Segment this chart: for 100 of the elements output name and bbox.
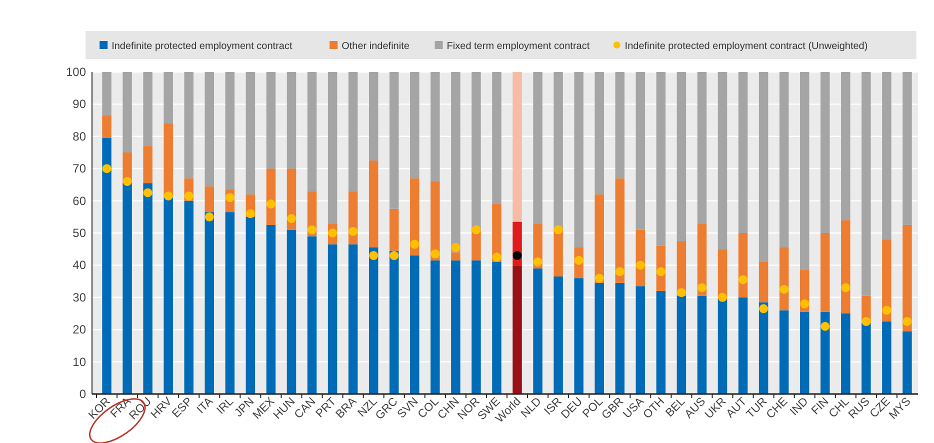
legend-label: Fixed term employment contract (446, 41, 590, 52)
bar (430, 260, 440, 394)
y-tick-label: 80 (72, 129, 86, 144)
bar (286, 72, 296, 169)
y-tick-label: 20 (72, 322, 86, 337)
bar (204, 72, 214, 186)
bar (656, 72, 666, 246)
x-tick-label: IND (788, 396, 811, 418)
bar (430, 181, 440, 260)
bar (266, 72, 276, 169)
bar (390, 208, 399, 251)
bar (410, 72, 420, 178)
point (533, 257, 542, 266)
bar (246, 216, 256, 394)
bar (184, 72, 194, 178)
bar (164, 72, 173, 124)
bar (204, 186, 214, 212)
bar (615, 282, 624, 394)
point (512, 251, 522, 260)
bar (410, 256, 420, 394)
point (451, 242, 460, 252)
bar (204, 212, 214, 394)
bar (779, 310, 789, 394)
bar (636, 72, 646, 230)
bar (102, 138, 112, 394)
bar (676, 72, 686, 242)
point (759, 304, 768, 314)
y-tick-label: 100 (66, 65, 86, 79)
bar (758, 302, 768, 394)
bar (779, 72, 789, 248)
bar (554, 72, 563, 228)
bar (820, 72, 830, 233)
bar (246, 72, 256, 194)
bar (533, 72, 542, 224)
bar (492, 72, 502, 204)
point (410, 240, 420, 249)
bar (122, 72, 132, 152)
bar (472, 260, 481, 394)
point (143, 188, 152, 198)
point (122, 176, 132, 186)
bar (594, 72, 604, 194)
bar (554, 276, 563, 394)
point (286, 214, 296, 224)
point (472, 225, 481, 234)
x-tick-label: IRL (214, 395, 236, 417)
bar (451, 72, 460, 252)
bar (451, 260, 460, 394)
bar (758, 72, 768, 262)
legend-label: Other indefinite (342, 41, 410, 52)
point (390, 251, 399, 260)
point (800, 299, 810, 308)
point (574, 256, 584, 265)
bar (882, 72, 892, 240)
y-tick-label: 40 (72, 258, 86, 272)
bar (102, 115, 112, 138)
bar (368, 72, 378, 161)
bar (328, 72, 338, 224)
point (164, 191, 173, 200)
point (636, 260, 645, 270)
bar (225, 212, 235, 394)
point (492, 252, 502, 262)
bar (574, 278, 584, 394)
bar (533, 268, 542, 394)
bar (307, 72, 317, 192)
bar (512, 72, 522, 222)
bar (390, 72, 399, 209)
point (246, 209, 255, 218)
point (656, 267, 666, 276)
bar (368, 160, 378, 248)
bar (615, 178, 624, 283)
point (204, 212, 214, 222)
y-tick-label: 50 (72, 226, 86, 240)
point (738, 275, 748, 284)
bar (758, 262, 768, 302)
bar (328, 244, 338, 394)
y-tick-label: 0 (79, 387, 86, 401)
bar (862, 72, 871, 296)
y-tick-label: 10 (72, 354, 86, 369)
point (820, 322, 830, 331)
y-tick-label: 90 (72, 97, 86, 112)
bar (143, 183, 152, 394)
point (882, 306, 892, 315)
point (184, 191, 194, 200)
legend-label: Indefinite protected employment contract (Unweighted) (624, 41, 868, 52)
point (594, 274, 604, 283)
point (676, 288, 686, 298)
bar (800, 312, 810, 394)
bar (410, 178, 420, 256)
point (554, 225, 563, 234)
bar (841, 220, 850, 314)
bar (800, 72, 810, 270)
bar (368, 247, 378, 394)
bar (697, 296, 707, 394)
point (369, 251, 378, 260)
bar (554, 228, 563, 276)
bar (841, 314, 850, 394)
bar (841, 72, 850, 220)
bar (348, 72, 358, 192)
bar (164, 198, 173, 394)
bar (738, 72, 748, 233)
